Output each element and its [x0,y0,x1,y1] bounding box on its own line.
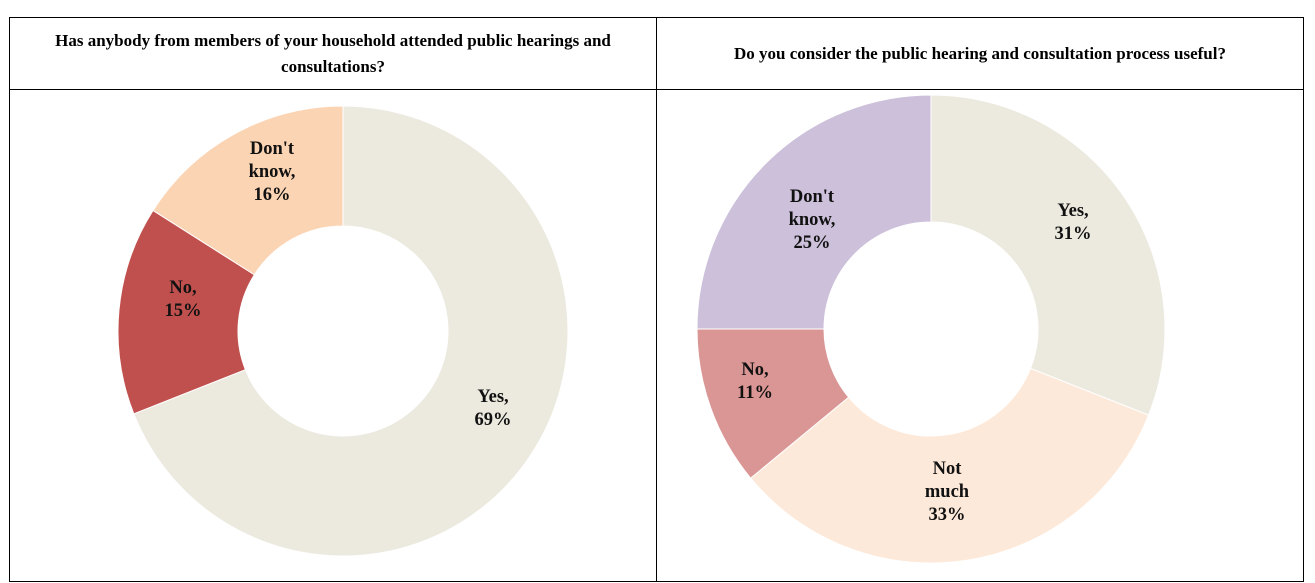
slice-label: Yes, 69% [475,387,512,430]
slice-label: No, 11% [737,360,773,403]
chart-1-cell: Yes, 69% No, 15% Don't know, 16% [9,89,657,582]
slice-yes [133,105,569,557]
slice-label: No, 15% [165,278,202,321]
slice-dontknow [152,105,344,276]
slice-dontknow [696,94,932,330]
charts-table: Has anybody from members of your househo… [9,17,1304,582]
slice-no [117,209,256,415]
donut-chart-1: Yes, 69% No, 15% Don't know, 16% [117,105,569,557]
chart-2-title: Do you consider the public hearing and c… [656,17,1304,90]
slice-label: Yes, 31% [1055,201,1092,244]
slice-yes [930,94,1166,416]
slice-notmuch [749,367,1150,564]
donut-chart-2: Yes, 31% Not much 33% No, 11% Don't know, 25% [696,94,1166,564]
slice-label: Not much 33% [925,459,970,525]
chart-2-cell: Yes, 31% Not much 33% No, 11% Don't know, 25% [656,89,1304,582]
chart-1-title: Has anybody from members of your househo… [9,17,657,90]
slice-label: Don't know, 25% [789,187,836,253]
slice-label: Don't know, 16% [249,139,296,205]
